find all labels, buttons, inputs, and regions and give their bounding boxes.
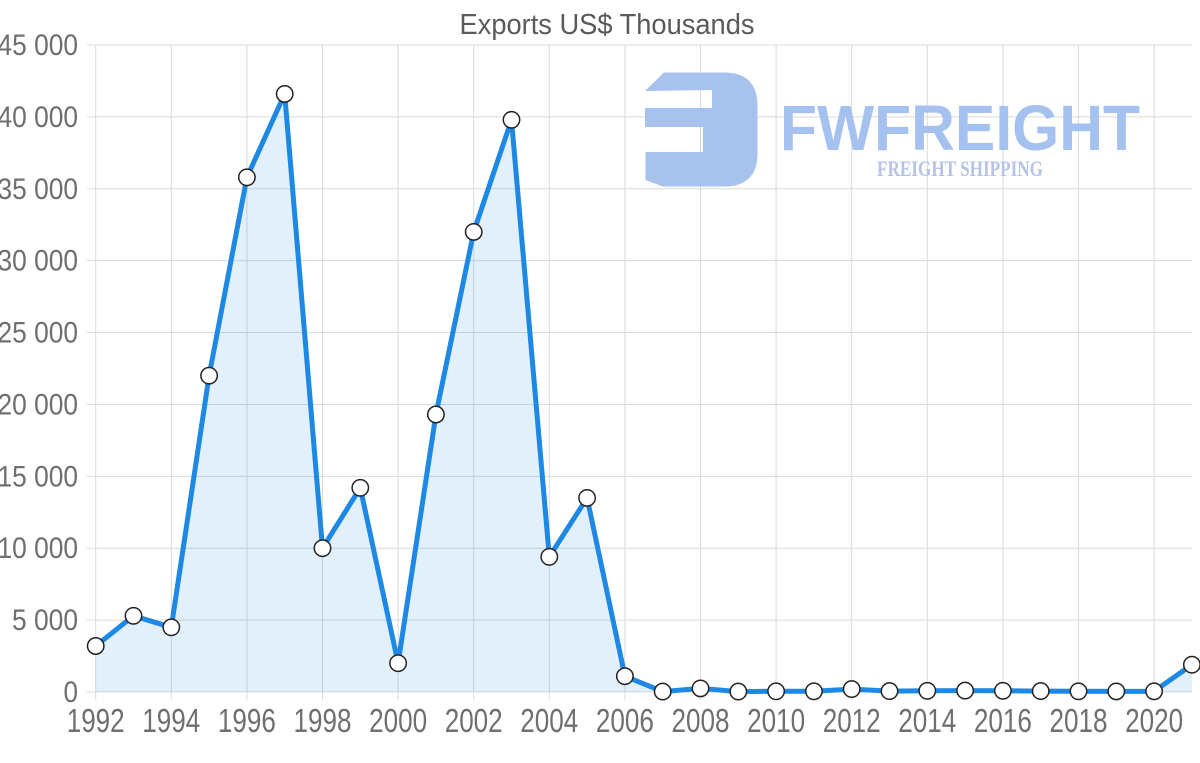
x-axis-tick-label: 2004 xyxy=(520,702,578,739)
data-point-1998[interactable] xyxy=(313,539,332,558)
data-point-2000[interactable] xyxy=(389,654,408,673)
x-axis-tick-label: 2006 xyxy=(596,702,654,739)
data-point-2004[interactable] xyxy=(540,547,559,566)
data-point-2014[interactable] xyxy=(918,681,937,700)
x-axis-tick-label: 2010 xyxy=(747,702,805,739)
y-axis-tick-label: 5 000 xyxy=(12,604,78,637)
axis-label-layer: 0 5 000 10 000 15 000 20 000 25 000 30 000 35 0… xyxy=(0,29,1183,739)
data-point-1996[interactable] xyxy=(237,168,256,187)
y-axis-tick-label: 10 000 xyxy=(0,532,78,565)
series-layer xyxy=(86,84,1200,701)
data-point-2015[interactable] xyxy=(956,681,975,700)
y-axis-tick-label: 25 000 xyxy=(0,317,78,350)
y-axis-tick-label: 45 000 xyxy=(0,29,78,62)
y-axis-tick-label: 30 000 xyxy=(0,245,78,278)
data-point-1999[interactable] xyxy=(351,478,370,497)
grid-layer xyxy=(87,44,1192,700)
data-point-1994[interactable] xyxy=(162,618,181,637)
data-point-2005[interactable] xyxy=(578,488,597,507)
y-axis-tick-label: 40 000 xyxy=(0,101,78,134)
x-axis-tick-label: 2000 xyxy=(369,702,427,739)
x-axis-tick-label: 2020 xyxy=(1125,702,1183,739)
data-point-2018[interactable] xyxy=(1069,682,1088,701)
watermark-brand-text: FWFREIGHT xyxy=(780,92,1140,164)
data-point-2012[interactable] xyxy=(842,680,861,699)
x-axis-tick-label: 1992 xyxy=(67,702,125,739)
y-axis-tick-label: 0 xyxy=(64,676,79,709)
x-axis-tick-label: 2014 xyxy=(898,702,956,739)
x-axis-tick-label: 1998 xyxy=(294,702,352,739)
data-point-2011[interactable] xyxy=(804,682,823,701)
data-point-2002[interactable] xyxy=(464,222,483,241)
area-fill xyxy=(95,93,1192,692)
data-point-2007[interactable] xyxy=(653,682,672,701)
data-point-2017[interactable] xyxy=(1031,682,1050,701)
data-point-2001[interactable] xyxy=(426,405,445,424)
y-axis-tick-label: 15 000 xyxy=(0,460,78,493)
x-axis-tick-label: 2016 xyxy=(974,702,1032,739)
data-point-2020[interactable] xyxy=(1145,682,1164,701)
data-point-2019[interactable] xyxy=(1107,682,1126,701)
data-point-1993[interactable] xyxy=(124,606,143,625)
data-point-2006[interactable] xyxy=(615,667,634,686)
data-point-2013[interactable] xyxy=(880,682,899,701)
data-point-1992[interactable] xyxy=(86,637,105,655)
chart-title: Exports US$ Thousands xyxy=(460,9,755,41)
y-axis-tick-label: 20 000 xyxy=(0,388,78,421)
data-point-2021[interactable] xyxy=(1182,655,1200,674)
x-axis-tick-label: 2008 xyxy=(672,702,730,739)
data-point-2010[interactable] xyxy=(767,682,786,701)
data-point-2009[interactable] xyxy=(729,682,748,701)
watermark-logo: FWFREIGHT FREIGHT SHIPPING xyxy=(645,72,1140,187)
x-axis-tick-label: 1996 xyxy=(218,702,276,739)
x-axis-tick-label: 2012 xyxy=(823,702,881,739)
data-point-1995[interactable] xyxy=(200,366,219,385)
data-point-2008[interactable] xyxy=(691,679,710,698)
data-point-1997[interactable] xyxy=(275,84,294,103)
x-axis-tick-label: 1994 xyxy=(142,702,200,739)
watermark-subtitle-text: FREIGHT SHIPPING xyxy=(877,156,1043,181)
x-axis-tick-label: 2002 xyxy=(445,702,503,739)
data-point-2016[interactable] xyxy=(993,681,1012,700)
y-axis-tick-label: 35 000 xyxy=(0,173,78,206)
fwfreight-logo-icon xyxy=(645,72,758,187)
data-point-2003[interactable] xyxy=(502,110,521,129)
x-axis-tick-label: 2018 xyxy=(1050,702,1108,739)
